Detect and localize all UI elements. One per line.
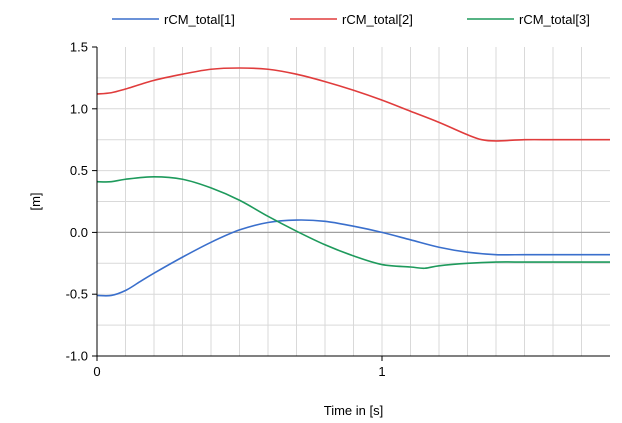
series-line-2 — [96, 67, 610, 142]
y-tick-label: -0.5 — [66, 287, 88, 302]
legend-label-2: rCM_total[2] — [342, 12, 413, 27]
y-tick-label: 0.0 — [70, 225, 88, 240]
y-tick-label: 1.5 — [70, 40, 88, 55]
x-tick-label: 1 — [378, 364, 385, 379]
tick-labels: -1.0 -0.5 0.0 0.5 1.0 1.5 0 1 — [66, 40, 386, 380]
y-tick-label: -1.0 — [66, 349, 88, 364]
series-line-3 — [96, 175, 610, 270]
legend: rCM_total[1] rCM_total[2] rCM_total[3] — [112, 12, 590, 27]
legend-label-1: rCM_total[1] — [164, 12, 235, 27]
y-axis-label: [m] — [28, 192, 43, 210]
series-line-1 — [96, 219, 610, 297]
axes — [92, 46, 610, 361]
y-tick-label: 0.5 — [70, 163, 88, 178]
x-tick-label: 0 — [93, 364, 100, 379]
series-layer — [96, 67, 610, 297]
legend-label-3: rCM_total[3] — [519, 12, 590, 27]
x-axis-label: Time in [s] — [324, 403, 383, 418]
grid — [97, 47, 610, 356]
y-tick-label: 1.0 — [70, 101, 88, 116]
